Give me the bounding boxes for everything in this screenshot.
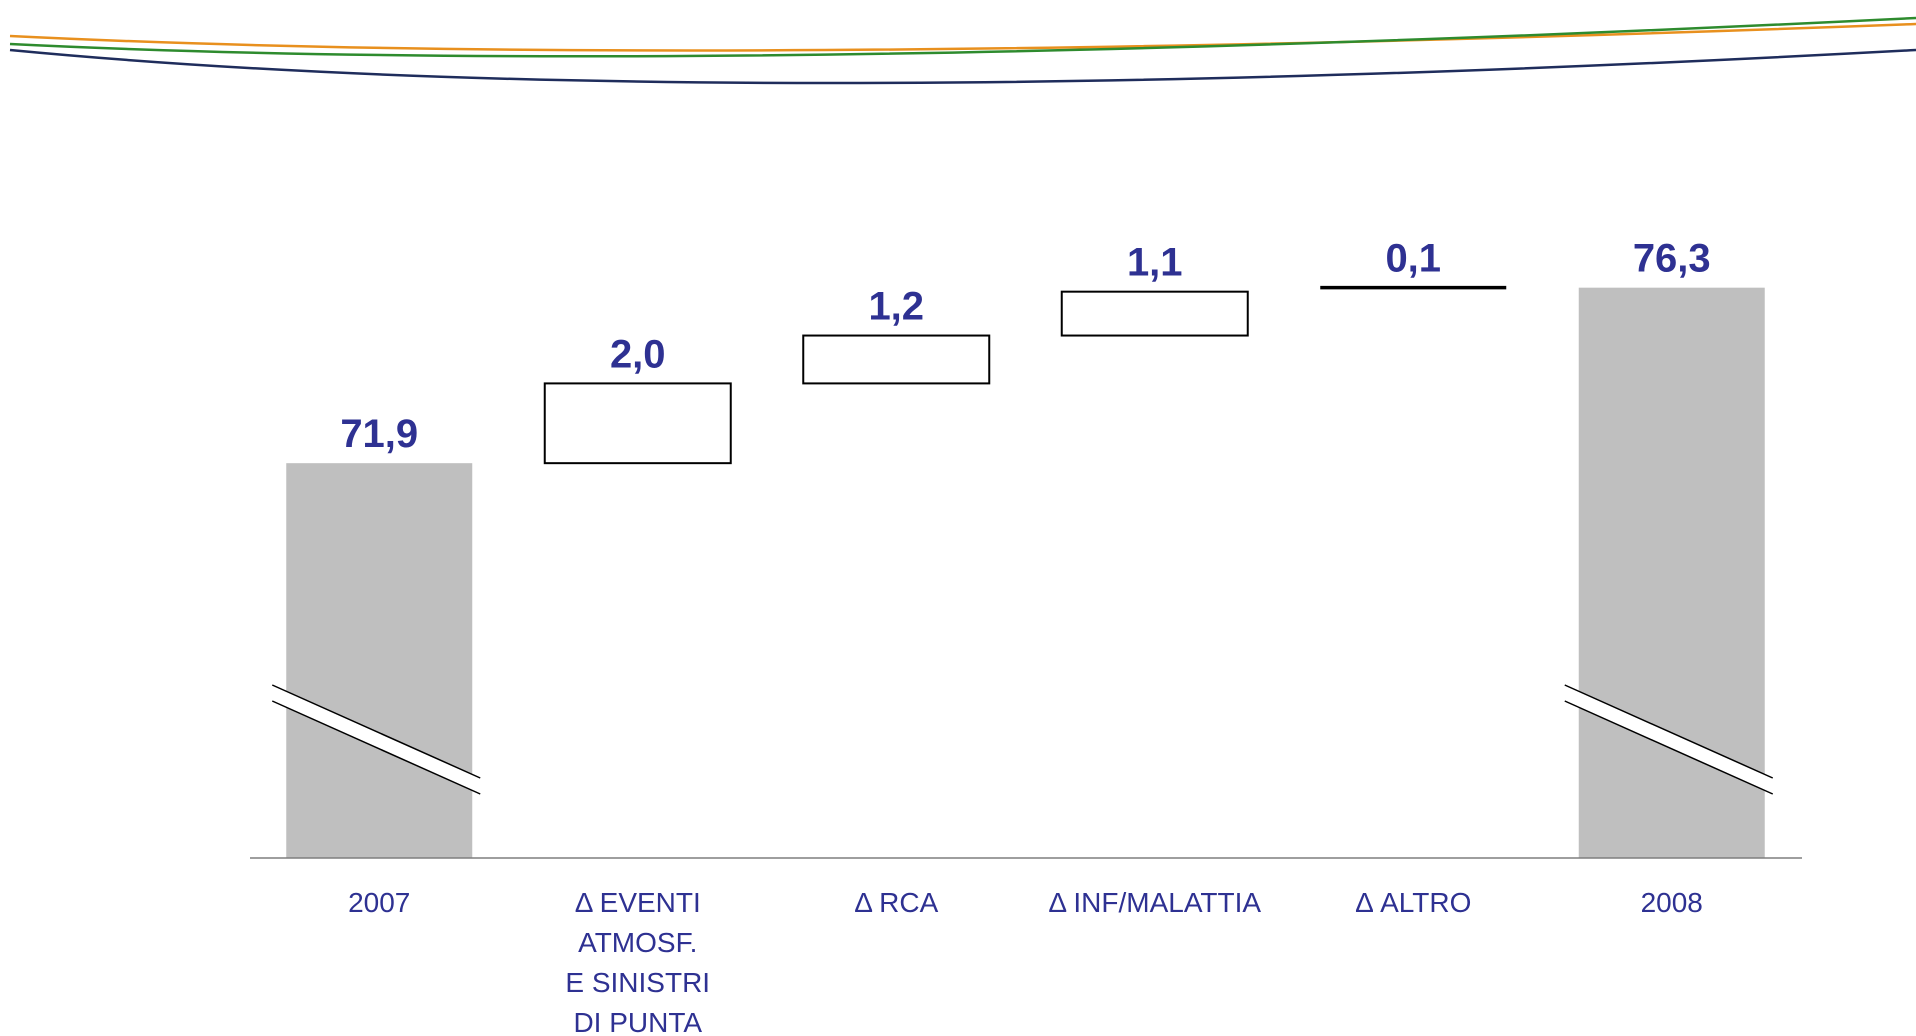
header-swoosh — [9, 16, 1916, 85]
bar-delta — [1060, 290, 1249, 337]
value-labels: 71,9 2,0 1,2 1,1 0,1 76,3 — [340, 237, 1710, 456]
bar-total — [286, 463, 473, 858]
category-label: 2008 — [1641, 887, 1703, 918]
category-label: 2007 — [348, 887, 410, 918]
bar-delta — [543, 382, 732, 465]
value-label: 1,1 — [1127, 241, 1183, 285]
category-label: ATMOSF. — [578, 927, 697, 958]
category-label: DI PUNTA — [573, 1007, 702, 1036]
value-label: 2,0 — [610, 332, 666, 376]
axis-break-mark — [271, 684, 481, 795]
swoosh-line-navy — [9, 48, 1916, 85]
chart-bars — [286, 285, 1765, 858]
swoosh-line-green — [9, 16, 1916, 58]
axis-break-mark — [1564, 684, 1774, 795]
swoosh-line-orange — [9, 22, 1916, 52]
axis-break-marks — [271, 684, 1774, 795]
value-label: 76,3 — [1633, 237, 1711, 281]
value-label: 0,1 — [1385, 237, 1441, 281]
category-label: Δ ALTRO — [1355, 887, 1471, 918]
category-label: E SINISTRI — [565, 967, 710, 998]
category-label: Δ INF/MALATTIA — [1048, 887, 1261, 918]
bar-delta — [802, 334, 991, 385]
category-label: Δ RCA — [854, 887, 938, 918]
value-label: 1,2 — [868, 285, 924, 329]
value-label: 71,9 — [340, 412, 418, 456]
category-labels: 2007 Δ EVENTI ATMOSF. E SINISTRI DI PUNTA Δ R… — [348, 887, 1703, 1036]
category-label: Δ EVENTI — [575, 887, 701, 918]
